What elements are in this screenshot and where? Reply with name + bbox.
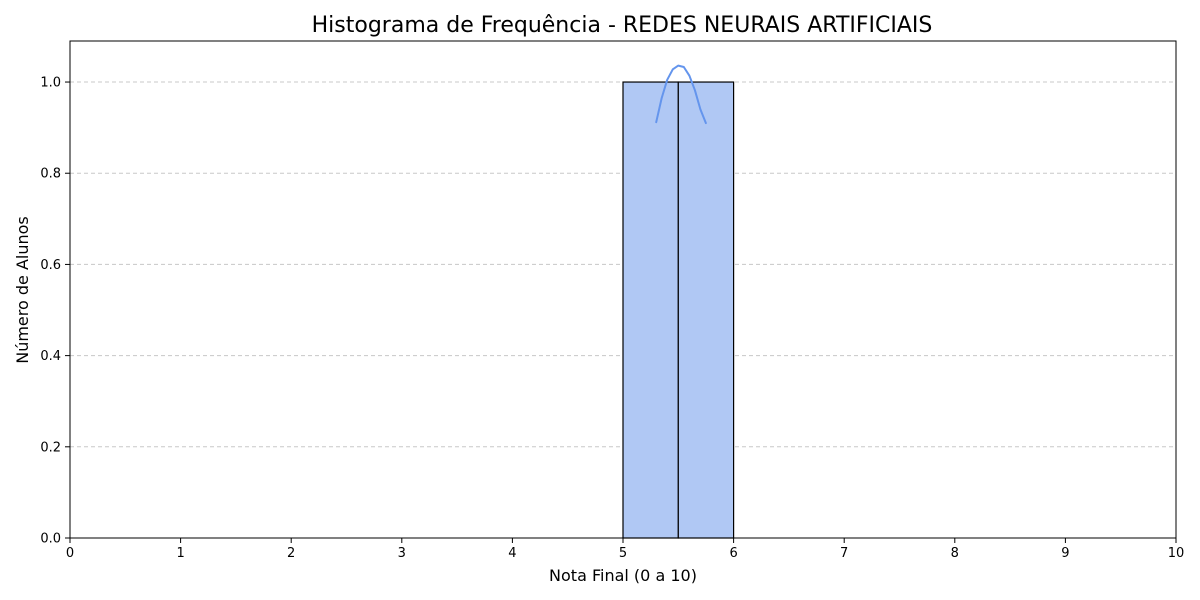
x-tick-label-1: 1 bbox=[176, 546, 184, 561]
x-tick-label-7: 7 bbox=[840, 546, 848, 561]
y-tick-label-4: 0.8 bbox=[40, 167, 61, 182]
y-axis-title: Número de Alunos bbox=[13, 216, 32, 364]
x-tick-label-6: 6 bbox=[729, 546, 737, 561]
x-axis-title: Nota Final (0 a 10) bbox=[549, 566, 697, 585]
y-tick-label-3: 0.6 bbox=[40, 258, 61, 273]
y-tick-label-5: 1.0 bbox=[40, 76, 61, 91]
kde-curve bbox=[655, 64, 707, 125]
histogram-bar-0 bbox=[622, 81, 679, 539]
chart-title: Histograma de Frequência - REDES NEURAIS… bbox=[312, 13, 933, 38]
x-tick-label-2: 2 bbox=[287, 546, 295, 561]
x-tick-label-10: 10 bbox=[1168, 546, 1185, 561]
x-tick-label-4: 4 bbox=[508, 546, 516, 561]
y-tick-label-0: 0.0 bbox=[40, 532, 61, 547]
x-tick-label-9: 9 bbox=[1061, 546, 1069, 561]
x-tick-label-5: 5 bbox=[619, 546, 627, 561]
bars-layer bbox=[622, 81, 735, 539]
y-tick-label-1: 0.2 bbox=[40, 440, 61, 455]
y-axis-ticks: 0.0 0.2 0.4 0.6 0.8 1.0 bbox=[40, 76, 70, 547]
x-tick-label-8: 8 bbox=[951, 546, 959, 561]
x-tick-label-0: 0 bbox=[66, 546, 74, 561]
histogram-bar-1 bbox=[677, 81, 735, 539]
x-axis-ticks: 0 1 2 3 4 5 6 7 8 9 10 bbox=[66, 538, 1184, 561]
kde-layer bbox=[655, 64, 707, 125]
y-tick-label-2: 0.4 bbox=[40, 349, 61, 364]
x-tick-label-3: 3 bbox=[398, 546, 406, 561]
